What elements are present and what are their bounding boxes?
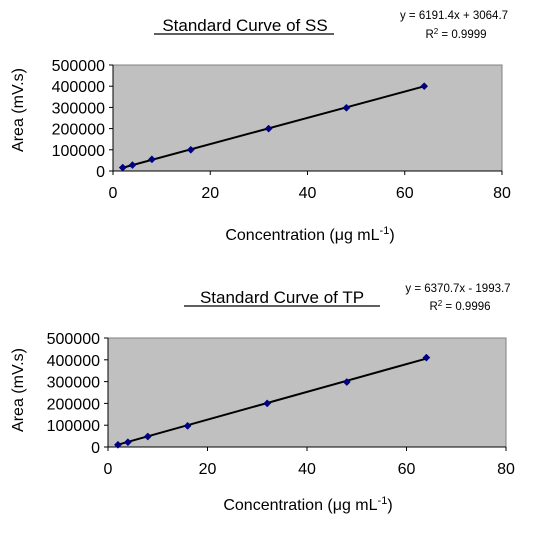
x-tick-label: 80 xyxy=(493,185,511,202)
x-tick-label: 20 xyxy=(199,461,217,478)
x-axis-label: Concentration (μg mL-1) xyxy=(223,495,392,514)
x-tick-label: 60 xyxy=(398,461,416,478)
data-point xyxy=(147,155,156,164)
chart-title: Standard Curve of SS xyxy=(162,16,327,35)
y-tick-label: 200000 xyxy=(52,122,105,139)
data-point xyxy=(342,103,351,112)
x-tick-label: 20 xyxy=(201,185,219,202)
chart-2: Standard Curve of TP y = 6370.7x - 1993.7… xyxy=(10,283,515,514)
y-axis-label: Area (mV.s) xyxy=(10,68,27,152)
data-point xyxy=(143,432,152,441)
y-tick-label: 100000 xyxy=(52,143,105,160)
x-tick-label: 40 xyxy=(298,461,316,478)
r-squared-label: R2 = 0.9996 xyxy=(429,299,490,313)
x-axis-label: Concentration (μg mL-1) xyxy=(225,225,394,244)
data-point xyxy=(422,353,431,362)
y-tick-label: 0 xyxy=(91,440,100,457)
x-tick-label: 40 xyxy=(299,185,317,202)
y-tick-label: 0 xyxy=(96,164,105,181)
data-point xyxy=(420,82,429,91)
chart-1: Standard Curve of SS y = 6191.4x + 3064.7… xyxy=(10,10,511,244)
data-point xyxy=(128,161,137,170)
trendline xyxy=(122,85,425,169)
y-tick-label: 400000 xyxy=(47,353,100,370)
data-point xyxy=(118,163,127,172)
data-point xyxy=(123,438,132,447)
y-tick-label: 200000 xyxy=(47,396,100,413)
x-tick-label: 60 xyxy=(396,185,414,202)
data-point xyxy=(183,421,192,430)
x-tick-label: 0 xyxy=(109,185,118,202)
y-tick-label: 300000 xyxy=(52,100,105,117)
trendline xyxy=(117,357,427,446)
data-point xyxy=(113,440,122,449)
y-tick-label: 500000 xyxy=(47,331,100,348)
data-point xyxy=(342,378,351,386)
data-point xyxy=(263,399,272,408)
x-tick-label: 80 xyxy=(497,461,515,478)
r-squared-label: R2 = 0.9999 xyxy=(425,27,486,41)
chart-title: Standard Curve of TP xyxy=(200,288,364,307)
y-axis-label: Area (mV.s) xyxy=(10,348,27,432)
y-tick-label: 400000 xyxy=(52,79,105,96)
x-tick-label: 0 xyxy=(104,461,113,478)
y-tick-label: 500000 xyxy=(52,58,105,75)
trendline-equation: y = 6370.7x - 1993.7 xyxy=(405,283,510,295)
trendline-equation: y = 6191.4x + 3064.7 xyxy=(400,10,508,22)
y-tick-label: 100000 xyxy=(47,418,100,435)
data-point xyxy=(186,145,195,154)
y-tick-label: 300000 xyxy=(47,375,100,392)
data-point xyxy=(264,124,273,133)
